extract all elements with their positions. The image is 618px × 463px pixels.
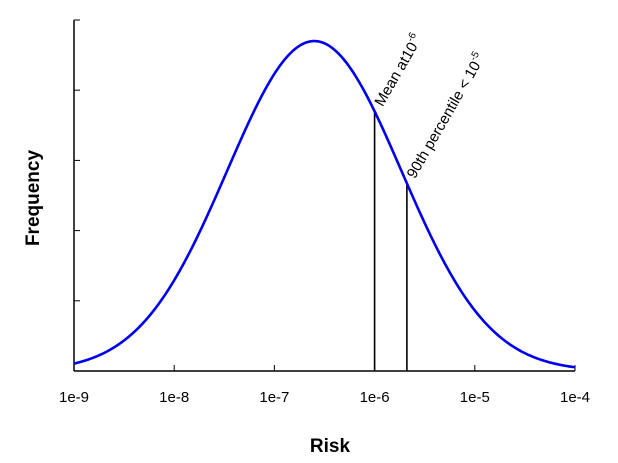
y-ticks	[74, 19, 80, 372]
x-axis-title: Risk	[310, 436, 351, 457]
annotation-label: 90th percentile < 10-5	[402, 49, 489, 181]
plot-area: 1e-9 1e-8 1e-7 1e-6 1e-5 1e-4 Mean at10-690th…	[59, 19, 590, 406]
x-tick-label: 1e-9	[59, 389, 89, 406]
frequency-curve	[73, 39, 576, 369]
x-tick-label: 1e-7	[259, 389, 289, 406]
y-axis-title: Frequency	[23, 150, 44, 247]
annotation-lines	[373, 111, 408, 371]
annotation-label: Mean at10-6	[370, 30, 427, 109]
x-tick-label: 1e-5	[460, 389, 490, 406]
x-ticks	[73, 365, 576, 371]
x-tick-label: 1e-4	[560, 389, 590, 406]
x-tick-labels: 1e-9 1e-8 1e-7 1e-6 1e-5 1e-4	[59, 389, 590, 406]
x-tick-label: 1e-8	[159, 389, 189, 406]
x-tick-label: 1e-6	[360, 389, 390, 406]
